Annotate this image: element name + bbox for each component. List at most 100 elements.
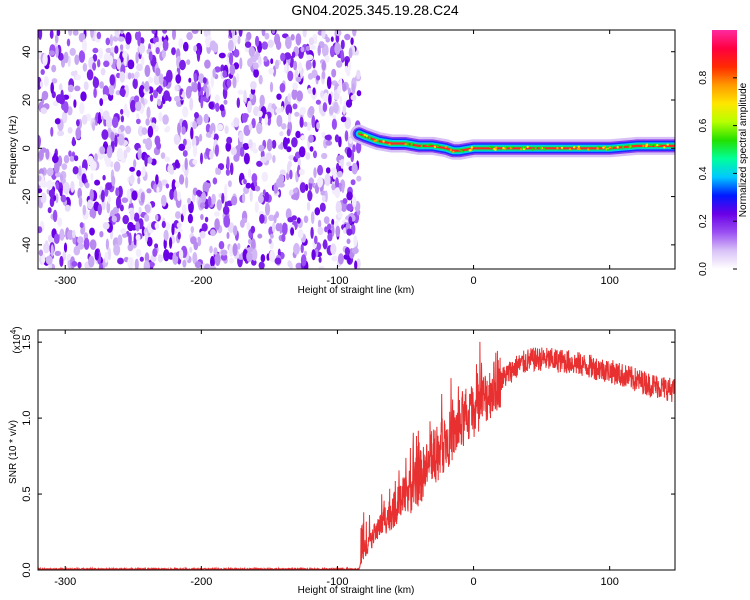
spectrogram-noise-cell: [179, 89, 183, 95]
spectrogram-noise-cell: [131, 190, 138, 201]
signal-track-speck: [406, 142, 409, 145]
spectrogram-noise-cell: [161, 220, 166, 229]
spectrogram-noise-cell: [335, 200, 342, 214]
spectrogram-noise-cell: [156, 98, 162, 107]
spectrogram-noise-cell: [178, 249, 184, 260]
spectrogram-noise-cell: [102, 222, 110, 230]
signal-track-speck: [666, 143, 669, 146]
spectrogram-noise-cell: [247, 58, 253, 68]
spectrogram-noise-cell: [137, 35, 141, 47]
spectrogram-noise-cell: [59, 83, 63, 91]
signal-track-speck: [596, 147, 599, 150]
spectrogram-noise-cell: [281, 123, 287, 130]
colorbar-tick-label: 0.6: [698, 118, 709, 132]
spectrogram-noise-cell: [139, 256, 144, 262]
spectrogram-noise-cell: [176, 227, 183, 234]
spectrogram-noise-cell: [236, 97, 240, 109]
spectrogram-noise-cell: [296, 217, 301, 224]
spectrogram-noise-cell: [179, 174, 185, 185]
spectrogram-noise-cell: [136, 118, 141, 125]
spectrogram-noise-cell: [87, 199, 93, 210]
spectrogram-noise-cell: [249, 189, 253, 202]
spectrogram-noise-cell: [138, 43, 146, 54]
spectrogram-noise-cell: [327, 223, 332, 230]
spectrogram-noise-cells: [38, 30, 362, 269]
spectrogram-noise-cell: [354, 260, 358, 269]
spectrogram-noise-cell: [298, 146, 306, 158]
spectrogram-noise-cell: [144, 214, 150, 222]
spectrogram-noise-cell: [55, 181, 60, 190]
spectrogram-noise-cell: [133, 72, 139, 80]
spectrogram-noise-cell: [99, 81, 104, 89]
spectrogram-noise-cell: [182, 204, 187, 217]
spectrogram-noise-cell: [125, 32, 132, 45]
spectrogram-noise-cell: [213, 211, 220, 217]
spectrogram-noise-cell: [83, 81, 89, 91]
spectrogram-noise-cell: [178, 143, 186, 151]
spectrogram-noise-cell: [127, 257, 134, 269]
spectrogram-noise-cell: [188, 200, 194, 214]
spectrogram-noise-cell: [214, 144, 219, 157]
spectrogram-noise-cell: [226, 136, 233, 145]
spectrogram-noise-cell: [321, 131, 326, 139]
spectrogram-noise-cell: [50, 244, 54, 257]
spectrogram-noise-cell: [293, 243, 300, 255]
x-tick-label: 0: [470, 275, 476, 287]
spectrogram-noise-cell: [264, 191, 270, 202]
spectrogram-noise-cell: [346, 69, 351, 77]
spectrogram-noise-cell: [38, 175, 42, 182]
spectrogram-noise-cell: [63, 242, 68, 253]
snr-frame: [37, 329, 676, 571]
spectrogram-noise-cell: [337, 170, 343, 178]
spectrogram-noise-cell: [251, 142, 257, 149]
signal-track-speck: [495, 146, 498, 149]
x-tick-label: 100: [600, 576, 618, 588]
spectrogram-noise-cell: [102, 174, 106, 181]
spectrogram-noise-cell: [89, 188, 94, 202]
spectrogram-noise-cell: [315, 99, 321, 105]
x-tick-label: -100: [326, 275, 348, 287]
spectrogram-noise-cell: [157, 85, 163, 94]
spectrogram-noise-cell: [140, 56, 145, 66]
signal-track-speck: [359, 131, 362, 134]
spectrogram-noise-cell: [39, 80, 44, 88]
spectrogram-noise-cell: [161, 48, 166, 59]
spectrogram-noise-cell: [67, 84, 74, 93]
spectrogram-noise-cell: [164, 156, 171, 162]
spectrogram-noise-cell: [165, 125, 171, 132]
spectrogram-noise-cell: [129, 166, 136, 172]
spectrogram-noise-cell: [222, 70, 227, 78]
spectrogram-noise-cell: [99, 146, 106, 155]
spectrogram-noise-cell: [310, 226, 314, 239]
spectrogram-noise-cell: [290, 227, 295, 236]
spectrogram-noise-cell: [291, 137, 298, 148]
spectrogram-noise-cell: [181, 126, 186, 135]
spectrogram-noise-cell: [308, 105, 315, 116]
spectrogram-noise-cell: [103, 117, 107, 127]
spectrogram-noise-cell: [305, 45, 310, 51]
colorbar-label: Normalized spectral amplitude: [738, 82, 749, 217]
spectrogram-noise-cell: [295, 262, 303, 269]
spectrogram-noise-cell: [196, 236, 202, 247]
spectrogram-noise-cell: [269, 81, 274, 93]
spectrogram-noise-cell: [251, 118, 256, 129]
spectrogram-noise-cell: [145, 205, 151, 213]
spectrogram-noise-cell: [144, 80, 150, 92]
spectrogram-noise-cell: [133, 95, 140, 103]
spectrogram-noise-cell: [182, 259, 187, 268]
signal-track-speck: [469, 149, 472, 152]
spectrogram-noise-cell: [169, 237, 173, 249]
spectrogram-noise-cell: [59, 228, 65, 241]
spectrogram-noise-cell: [248, 123, 253, 131]
spectrogram-noise-cell: [212, 68, 216, 78]
spectrogram-noise-cell: [257, 233, 263, 239]
spectrogram-noise-cell: [76, 119, 80, 127]
spectrogram-noise-cell: [279, 131, 284, 137]
spectrogram-noise-cell: [221, 192, 225, 204]
spectrogram-noise-cell: [280, 105, 284, 113]
spectrogram-noise-cell: [100, 189, 105, 203]
spectrogram-noise-cell: [250, 225, 256, 234]
spectrogram-noise-cell: [43, 242, 50, 254]
signal-track-speck: [642, 144, 645, 148]
spectrogram-noise-cell: [115, 187, 119, 196]
